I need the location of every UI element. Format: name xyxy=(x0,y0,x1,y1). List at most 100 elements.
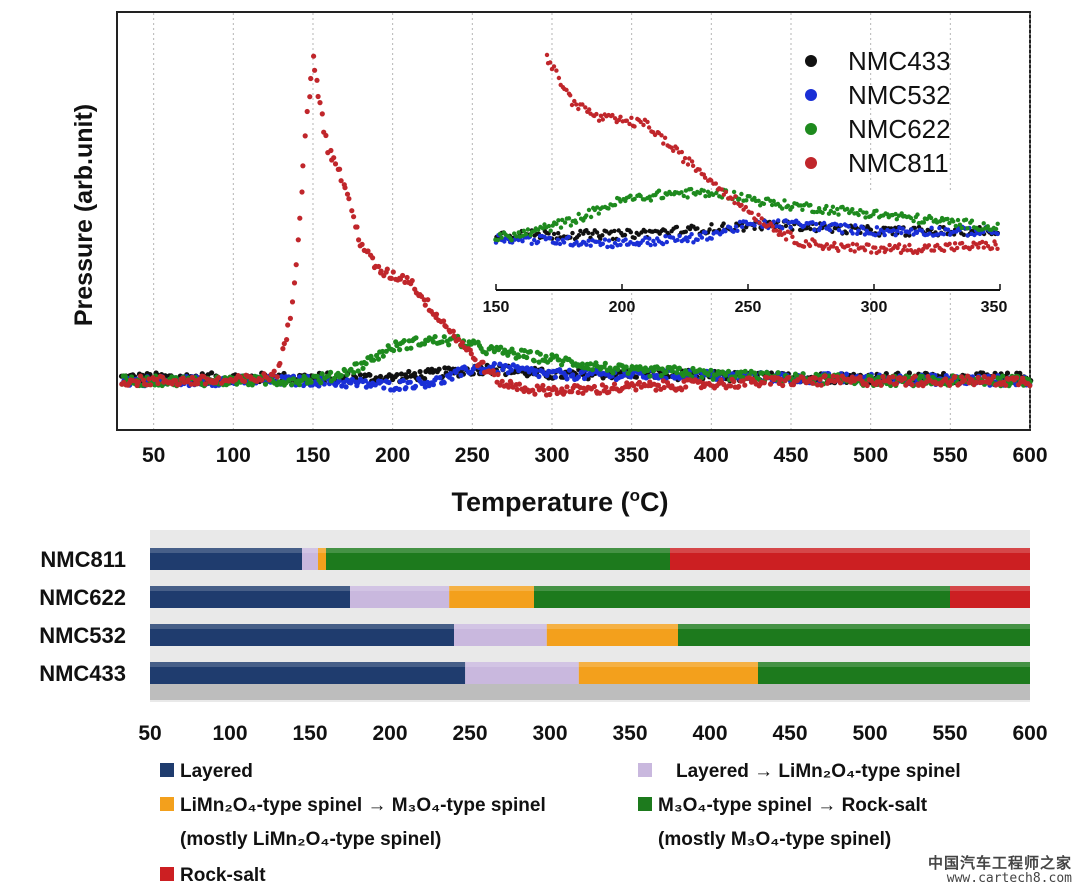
data-point xyxy=(176,381,182,387)
data-point xyxy=(304,108,310,115)
data-point xyxy=(365,248,371,254)
data-point xyxy=(723,372,729,378)
inset-data-point xyxy=(584,213,589,218)
data-point xyxy=(516,381,523,387)
inset-data-point xyxy=(645,240,650,246)
inset-data-point xyxy=(709,178,714,183)
inset-data-point xyxy=(547,235,553,241)
inset-data-point xyxy=(821,220,827,226)
inset-data-point xyxy=(604,229,609,234)
inset-data-point xyxy=(576,106,581,112)
phase-x-tick-labels: 50 100 150 200 250 300 350 400 450 500 550 600 xyxy=(138,722,1047,745)
data-point xyxy=(524,354,530,361)
inset-data-point xyxy=(926,243,932,248)
inset-data-point xyxy=(780,226,785,231)
inset-data-point xyxy=(759,216,764,221)
inset-data-point xyxy=(965,233,970,238)
data-point xyxy=(398,371,404,377)
bar-segment-highlight xyxy=(465,662,579,667)
category-label-nmc811: NMC811 xyxy=(40,547,126,572)
inset-data-point xyxy=(681,193,686,199)
data-point xyxy=(536,359,542,365)
inset-data-point xyxy=(814,209,820,215)
data-point xyxy=(480,359,486,365)
bar-segment-highlight xyxy=(326,548,670,553)
inset-x-tick-150: 150 xyxy=(483,299,510,316)
inset-series-nmc532 xyxy=(493,218,1000,250)
data-point xyxy=(680,373,686,379)
inset-data-point xyxy=(699,235,705,240)
x-tick-350: 350 xyxy=(614,444,649,467)
data-point xyxy=(430,382,436,388)
data-point xyxy=(404,374,410,380)
data-point xyxy=(281,341,287,347)
inset-data-point xyxy=(548,60,553,65)
data-point xyxy=(296,382,303,388)
inset-data-point xyxy=(688,186,694,192)
inset-data-point xyxy=(532,237,537,243)
data-point xyxy=(981,374,987,380)
inset-data-point xyxy=(568,223,574,228)
inset-data-point xyxy=(893,211,898,217)
phase-x-tick-400: 400 xyxy=(692,722,727,745)
inset-data-point xyxy=(912,225,917,231)
inset-data-point xyxy=(675,237,680,243)
inset-data-point xyxy=(783,218,789,223)
watermark-url: www.cartech8.com xyxy=(946,871,1072,887)
inset-data-point xyxy=(705,189,711,194)
data-point xyxy=(380,348,386,355)
data-point xyxy=(436,366,442,372)
data-point xyxy=(562,389,568,395)
phase-bars xyxy=(150,548,1030,684)
inset-data-point xyxy=(689,159,695,164)
data-point xyxy=(137,373,144,379)
bar-segment-transition1 xyxy=(350,586,450,608)
inset-data-point xyxy=(955,245,960,251)
inset-data-point xyxy=(814,221,819,227)
data-point xyxy=(947,382,953,388)
legend-label-nmc433: NMC433 xyxy=(848,46,951,76)
data-point xyxy=(527,349,534,355)
inset-data-point xyxy=(606,238,612,243)
bar-segment-m3o4 xyxy=(678,624,1030,646)
phase-x-tick-300: 300 xyxy=(532,722,567,745)
data-point xyxy=(356,237,362,243)
data-point xyxy=(540,382,546,389)
inset-data-point xyxy=(682,156,688,161)
inset-data-point xyxy=(588,214,594,220)
data-point xyxy=(413,335,419,341)
inset-data-point xyxy=(638,119,643,125)
data-point xyxy=(491,349,497,355)
inset-data-point xyxy=(685,238,690,244)
data-point xyxy=(543,353,549,359)
inset-data-point xyxy=(638,193,643,199)
inset-data-point xyxy=(757,220,762,225)
inset-data-point xyxy=(921,246,926,252)
data-point xyxy=(371,357,377,363)
pressure-y-axis-label: Pressure (arb.unit) xyxy=(70,104,98,326)
inset-data-point xyxy=(908,215,914,221)
inset-data-point xyxy=(761,201,767,206)
inset-data-point xyxy=(556,75,562,81)
inset-data-point xyxy=(798,203,803,208)
inset-data-point xyxy=(832,210,837,215)
inset-data-point xyxy=(827,228,833,233)
inset-data-point xyxy=(953,223,958,229)
data-point xyxy=(589,367,596,373)
inset-data-point xyxy=(632,196,637,202)
data-point xyxy=(378,378,384,385)
inset-data-point xyxy=(776,218,781,223)
data-point xyxy=(864,382,870,389)
inset-data-point xyxy=(782,198,787,203)
inset-data-point xyxy=(963,217,969,222)
data-point xyxy=(633,387,639,393)
data-point xyxy=(456,336,462,342)
data-point xyxy=(388,275,394,281)
inset-data-point xyxy=(863,215,868,220)
inset-data-point xyxy=(739,202,744,208)
inset-data-point xyxy=(945,227,951,232)
inset-data-point xyxy=(969,218,975,223)
inset-data-point xyxy=(713,181,718,186)
inset-data-point xyxy=(610,244,615,250)
inset-data-point xyxy=(852,249,857,254)
